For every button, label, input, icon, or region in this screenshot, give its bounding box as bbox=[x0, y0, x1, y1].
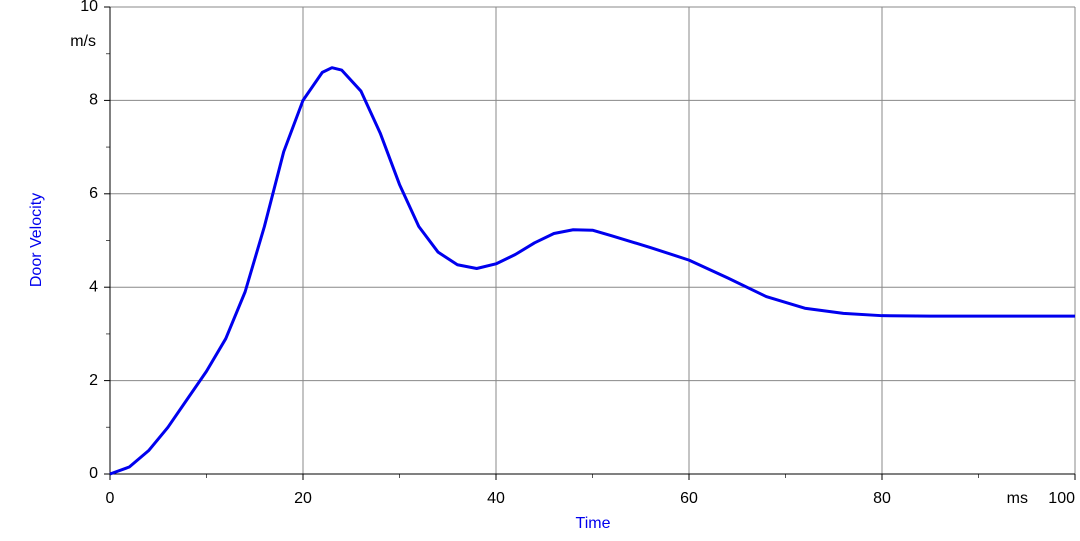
x-tick-label: 40 bbox=[487, 490, 505, 507]
y-tick-label: 2 bbox=[89, 372, 98, 389]
y-axis-label: Door Velocity bbox=[28, 193, 45, 287]
y-tick-label: 6 bbox=[89, 185, 98, 202]
y-tick-label: 10 bbox=[80, 0, 98, 15]
x-unit: ms bbox=[1007, 490, 1028, 507]
x-tick-label: 100 bbox=[1048, 490, 1075, 507]
y-tick-label: 0 bbox=[89, 465, 98, 482]
x-axis-label: Time bbox=[576, 515, 611, 532]
x-tick-label: 0 bbox=[106, 490, 115, 507]
y-tick-label: 4 bbox=[89, 278, 98, 295]
x-tick-label: 80 bbox=[873, 490, 891, 507]
y-unit: m/s bbox=[70, 33, 96, 50]
x-tick-label: 60 bbox=[680, 490, 698, 507]
x-tick-label: 20 bbox=[294, 490, 312, 507]
data-line bbox=[109, 66, 1075, 476]
y-tick-label: 8 bbox=[89, 92, 98, 109]
